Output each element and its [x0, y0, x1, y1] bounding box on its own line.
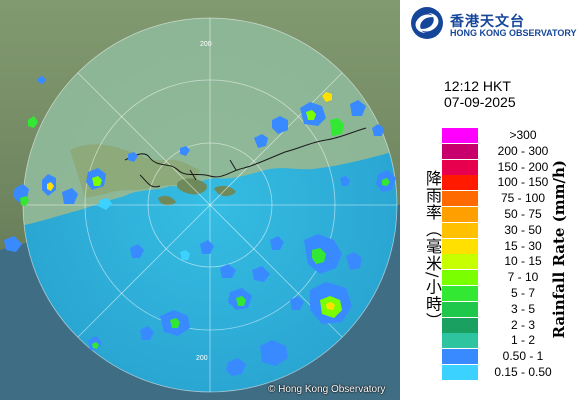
legend-range-label: 0.15 - 0.50 [494, 364, 552, 379]
legend-swatch [442, 317, 478, 333]
logo-english-name: HONG KONG OBSERVATORY [450, 28, 577, 38]
legend-swatch [442, 333, 478, 349]
radar-map-svg: 200 200 [0, 0, 400, 400]
legend-swatch [442, 206, 478, 222]
legend-swatch [442, 143, 478, 159]
legend-swatch [442, 128, 478, 143]
legend-swatch [442, 222, 478, 238]
range-ring-label: 200 [196, 355, 208, 362]
island [214, 185, 236, 197]
legend-range-label: 75 - 100 [500, 191, 546, 206]
copyright-text: © Hong Kong Observatory [268, 384, 386, 395]
legend-range-label: 100 - 150 [497, 175, 549, 190]
radar-map: 200 200 [0, 0, 400, 400]
legend-swatch [442, 159, 478, 175]
legend-range-label: 3 - 5 [510, 301, 535, 316]
legend-range-label: 5 - 7 [510, 285, 535, 300]
range-rings [22, 17, 398, 393]
legend-range-label: 1 - 2 [510, 333, 535, 348]
legend-range-label: 10 - 15 [504, 254, 542, 269]
legend-swatch [442, 364, 478, 380]
island [158, 195, 176, 206]
hko-logo-icon [411, 7, 443, 39]
legend-range-label: 200 - 300 [497, 143, 549, 158]
rain-echoes [4, 76, 396, 376]
legend-swatch [442, 270, 478, 286]
legend-range-label: 30 - 50 [504, 222, 542, 237]
legend-range-label: 150 - 200 [497, 159, 549, 174]
legend-range-label: 15 - 30 [504, 238, 542, 253]
legend-swatch [442, 191, 478, 207]
hko-logo: 香港天文台 HONG KONG OBSERVATORY [410, 6, 577, 40]
legend-range-label: 2 - 3 [510, 317, 535, 332]
legend-title-chinese: 降雨率（毫米/小時） [423, 170, 442, 330]
legend-swatch [442, 254, 478, 270]
legend-range-label: 50 - 75 [504, 206, 542, 221]
legend-swatch [442, 238, 478, 254]
legend-title-english: Rainfall Rate (mm/h) [550, 160, 568, 339]
legend-range-label: >300 [509, 128, 537, 142]
legend-panel: 香港天文台 HONG KONG OBSERVATORY 12:12 HKT 07… [400, 0, 577, 400]
legend-swatch [442, 349, 478, 365]
legend-swatch [442, 301, 478, 317]
coastline [124, 127, 367, 188]
legend-range-label: 7 - 10 [507, 270, 539, 285]
observation-date: 07-09-2025 [444, 94, 516, 110]
legend-swatch [442, 175, 478, 191]
logo-chinese-name: 香港天文台 [450, 14, 525, 30]
legend-range-label: 0.50 - 1 [502, 349, 544, 364]
legend-swatch [442, 285, 478, 301]
range-ring-label: 200 [200, 41, 212, 48]
observation-time: 12:12 HKT [444, 78, 511, 94]
